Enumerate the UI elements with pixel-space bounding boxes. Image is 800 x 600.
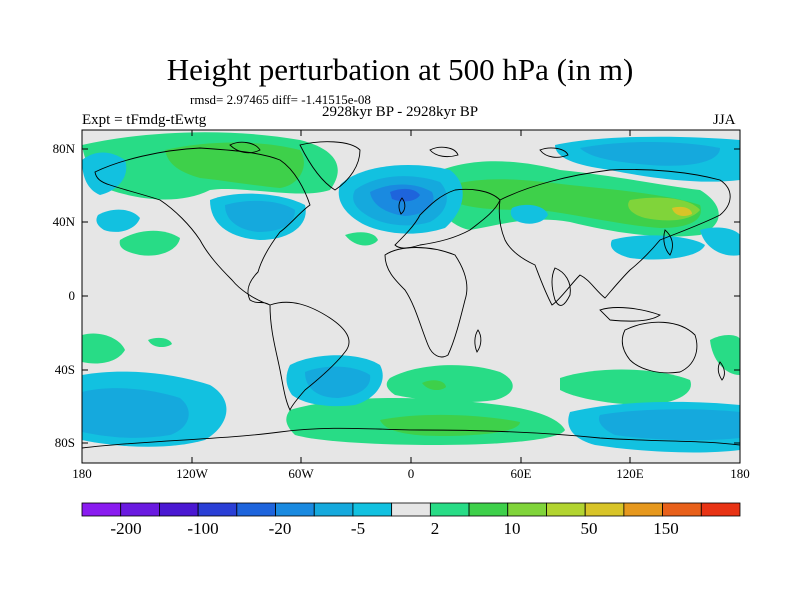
contour-positive-midatlantic (345, 232, 378, 246)
coast-asia (498, 169, 731, 306)
colorbar-label: -20 (268, 519, 292, 538)
colorbar (81, 502, 741, 517)
contour-field (82, 130, 740, 463)
colorbar-swatch (81, 502, 122, 517)
lat-tick-label: 80S (54, 435, 75, 450)
contour-negative-japan (610, 235, 705, 260)
lon-tick-label: 120W (176, 466, 208, 481)
colorbar-swatch (391, 502, 431, 517)
lon-tick-label: 120E (616, 466, 644, 481)
lat-tick-label: 0 (68, 288, 76, 303)
colorbar-swatch (352, 502, 393, 517)
contour-negative-arctic (82, 152, 127, 195)
contour-positive-south-atlantic-b (422, 380, 446, 391)
coast-north-america (94, 147, 311, 306)
colorbar-swatch (507, 502, 547, 517)
colorbar-label: 50 (580, 519, 598, 538)
colorbar-label: 2 (430, 519, 440, 538)
plot-title: Height perturbation at 500 hPa (in m) (166, 52, 634, 87)
colorbar-swatch (159, 502, 199, 517)
colorbar-swatch (197, 502, 238, 517)
colorbar-swatch (313, 502, 354, 517)
stats-line: rmsd= 2.97465 diff= -1.41515e-08 (190, 92, 371, 107)
contour-positive-north-b (165, 142, 304, 188)
colorbar-swatch (584, 502, 625, 517)
contour-positive-south-far-east (710, 335, 740, 375)
coast-new-zealand (717, 361, 725, 381)
contour-positive-pacific (119, 230, 180, 256)
contour-negative-europe (510, 204, 548, 224)
colorbar-swatch (120, 502, 160, 517)
lon-tick-label: 0 (407, 466, 415, 481)
colorbar-swatch (468, 502, 509, 517)
coast-africa (384, 247, 468, 358)
colorbar-label: -100 (187, 519, 219, 538)
colorbar-label: 150 (653, 519, 679, 538)
coast-japan (663, 229, 673, 256)
lon-tick-label: 60W (288, 466, 314, 481)
colorbar-swatch (275, 502, 315, 517)
contour-negative-atlantic-d (390, 188, 420, 202)
lat-tick-label: 80N (52, 141, 75, 156)
contour-positive-indian (560, 369, 691, 405)
coast-greenland (299, 141, 361, 191)
contour-negative-arctic-asia-b (580, 142, 720, 166)
contour-negative-canada-b (225, 200, 295, 232)
contour-negative-nepacific (700, 227, 740, 256)
lon-tick-label: 180 (730, 466, 750, 481)
lat-tick-label: 40S (54, 362, 75, 377)
coast-uk (398, 197, 406, 215)
colorbar-swatch (236, 502, 276, 517)
contour-positive-asia-b (450, 179, 701, 228)
colorbar-swatch (700, 502, 741, 517)
contour-positive-south-atlantic (386, 365, 513, 403)
season-label: JJA (713, 112, 736, 128)
colorbar-swatch (429, 502, 470, 517)
colorbar-label: -200 (110, 519, 142, 538)
tick-marks (82, 130, 740, 463)
coast-south-america (269, 301, 350, 412)
contour-negative-south-atlantic-b (305, 366, 371, 398)
colorbar-label: -5 (350, 519, 366, 538)
contour-positive-south-small (148, 337, 172, 348)
coast-arctic-islands (229, 141, 569, 158)
contour-negative-south-pacific-b (82, 388, 189, 438)
lat-tick-label: 40N (52, 214, 75, 229)
coast-madagascar (474, 329, 482, 353)
contour-positive-south-pacific (82, 333, 125, 364)
lon-tick-label: 180 (72, 466, 92, 481)
coast-australia (621, 321, 698, 374)
colorbar-swatch (662, 502, 702, 517)
contour-negative-npacific (96, 209, 140, 232)
colorbar-swatch (623, 502, 663, 517)
colorbar-swatch (546, 502, 586, 517)
lon-tick-label: 60E (510, 466, 532, 481)
coast-antarctica (82, 427, 740, 449)
coast-indonesia (599, 307, 661, 322)
experiment-label: Expt = tFmdg-tEwtg (82, 112, 207, 128)
period-label: 2928kyr BP - 2928kyr BP (321, 104, 479, 120)
coast-india (551, 267, 571, 306)
coastlines (82, 141, 740, 449)
contour-positive-asia-d (672, 206, 692, 216)
colorbar-label: 10 (503, 519, 521, 538)
contour-negative-southern-ocean-b (598, 409, 740, 441)
